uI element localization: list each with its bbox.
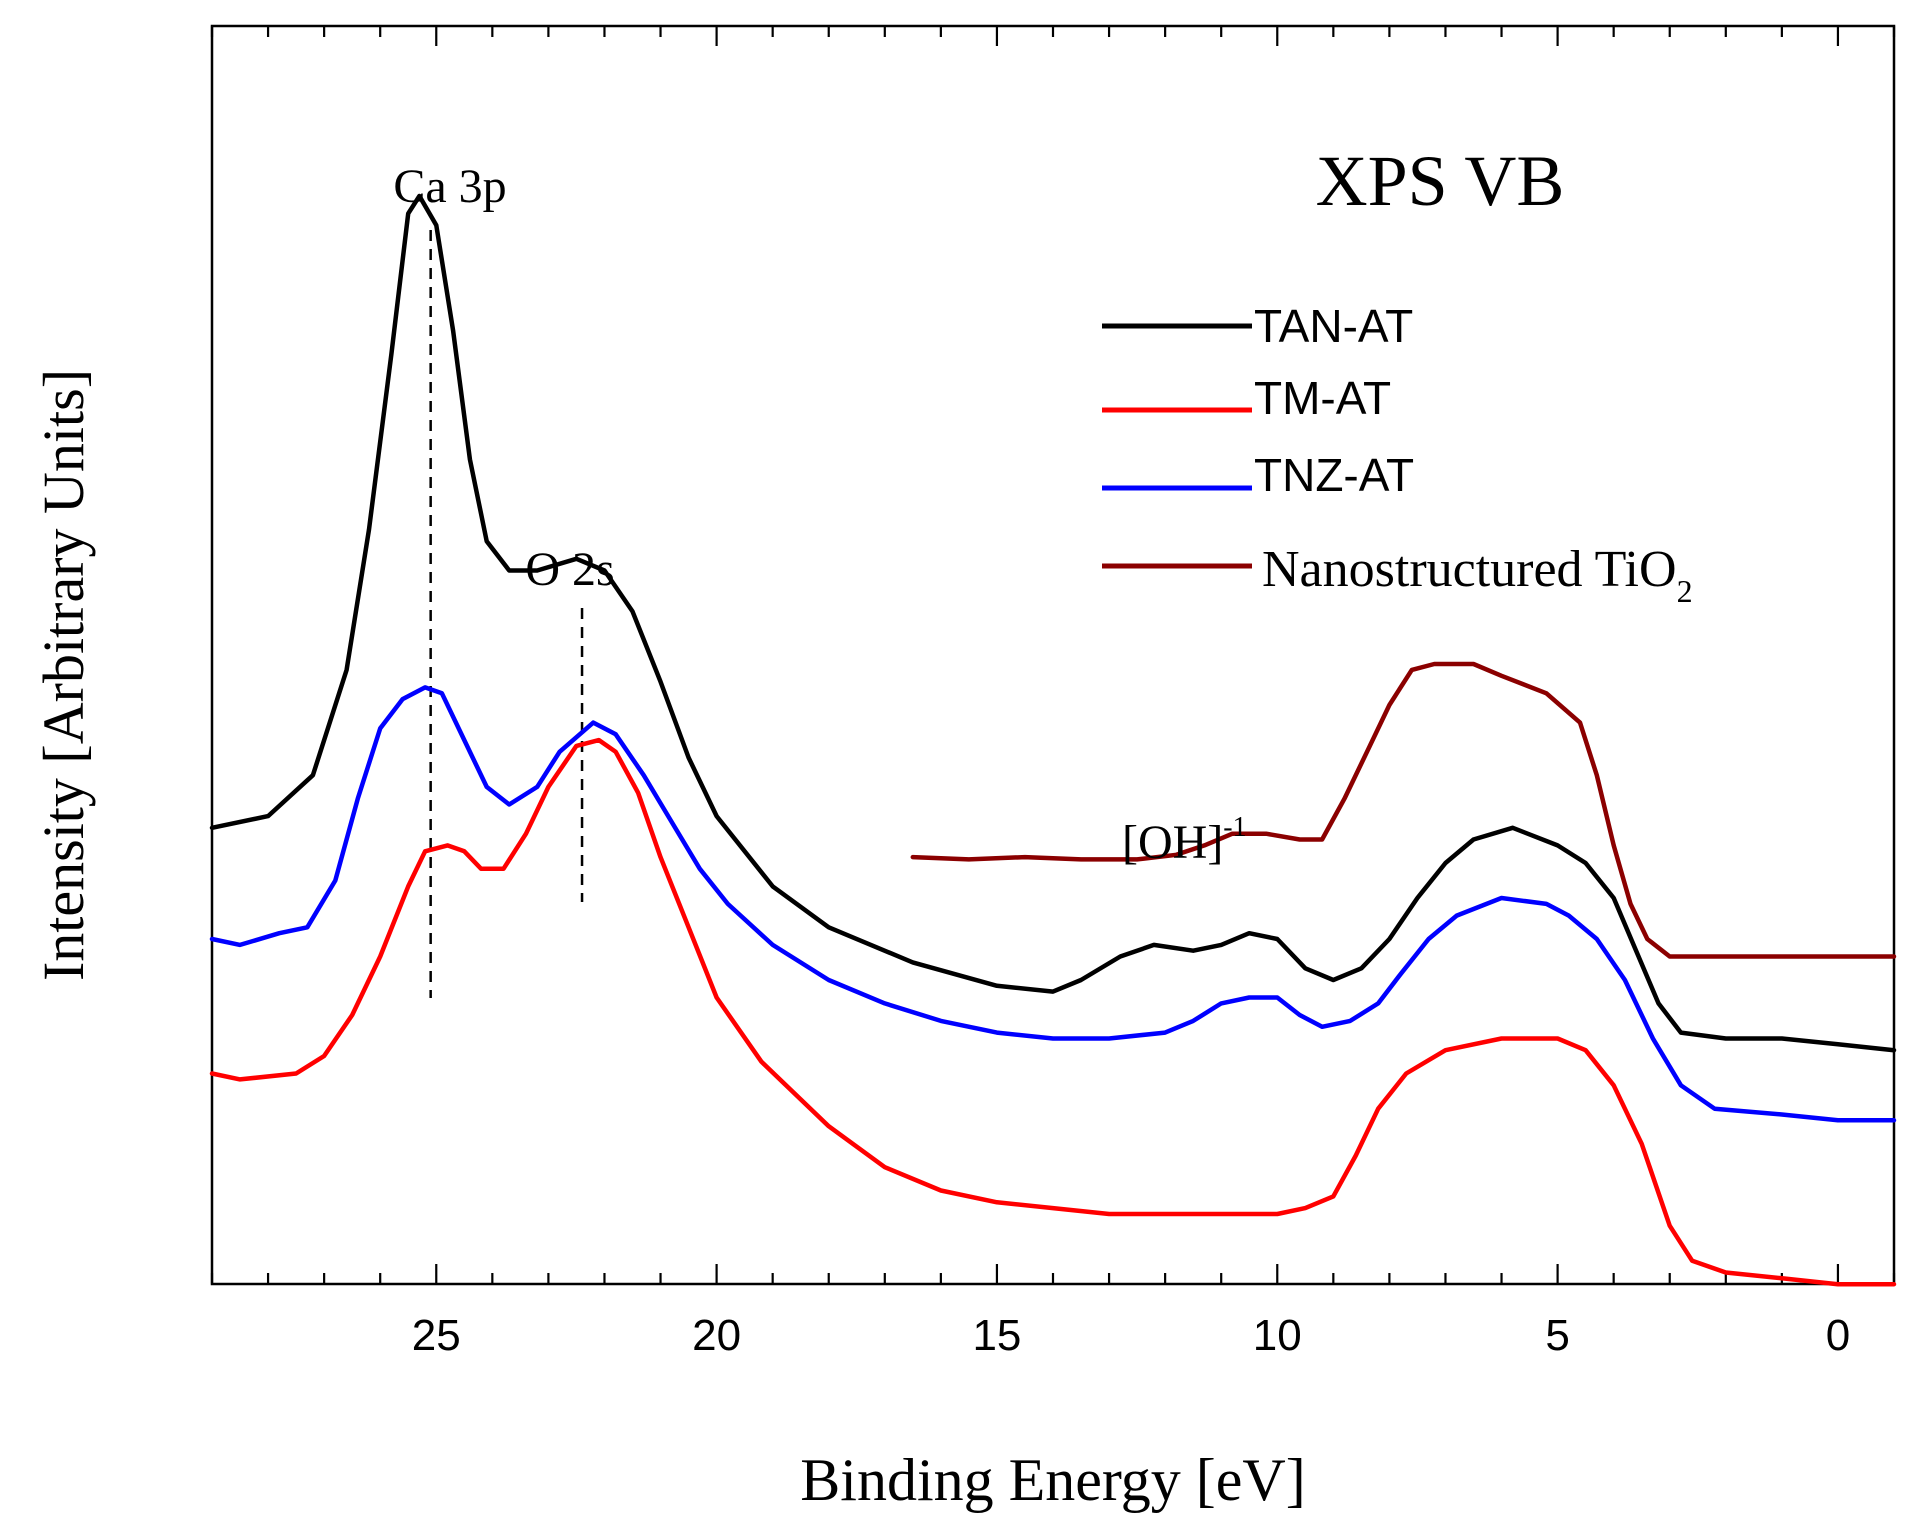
series-line-tnz-at xyxy=(209,685,1897,1123)
x-tick-label: 20 xyxy=(692,1311,741,1360)
peak-markers xyxy=(429,230,584,998)
legend: TAN-AT TM-AT TNZ-AT Nanostructured TiO2 xyxy=(1102,300,1693,609)
series-line-tm-at xyxy=(209,737,1897,1287)
o2s-label: O 2s xyxy=(525,543,614,596)
ca3p-label: Ca 3p xyxy=(393,160,506,213)
series-line-nanostructured-tio2 xyxy=(910,661,1897,959)
plot-frame xyxy=(210,24,1896,1286)
oh-label: [OH]-1 xyxy=(1122,812,1247,869)
legend-label-tan-at: TAN-AT xyxy=(1254,300,1413,352)
x-tick-label: 10 xyxy=(1253,1311,1302,1360)
x-tick-label: 25 xyxy=(412,1311,461,1360)
x-axis-ticks: 25 20 15 10 5 0 xyxy=(210,26,1896,1360)
x-tick-label: 15 xyxy=(972,1311,1021,1360)
legend-label-tm-at: TM-AT xyxy=(1254,372,1391,424)
y-axis-label: Intensity [Arbitrary Units] xyxy=(31,369,96,981)
series-line-tan-at xyxy=(209,193,1897,1053)
series-layer xyxy=(209,193,1897,1287)
x-axis-label: Binding Energy [eV] xyxy=(800,1447,1305,1513)
x-tick-label: 0 xyxy=(1826,1311,1850,1360)
chart-title: XPS VB xyxy=(1316,141,1565,221)
legend-label-tnz-at: TNZ-AT xyxy=(1254,449,1414,501)
x-tick-label: 5 xyxy=(1545,1311,1569,1360)
legend-label-tio2: Nanostructured TiO2 xyxy=(1262,541,1693,609)
